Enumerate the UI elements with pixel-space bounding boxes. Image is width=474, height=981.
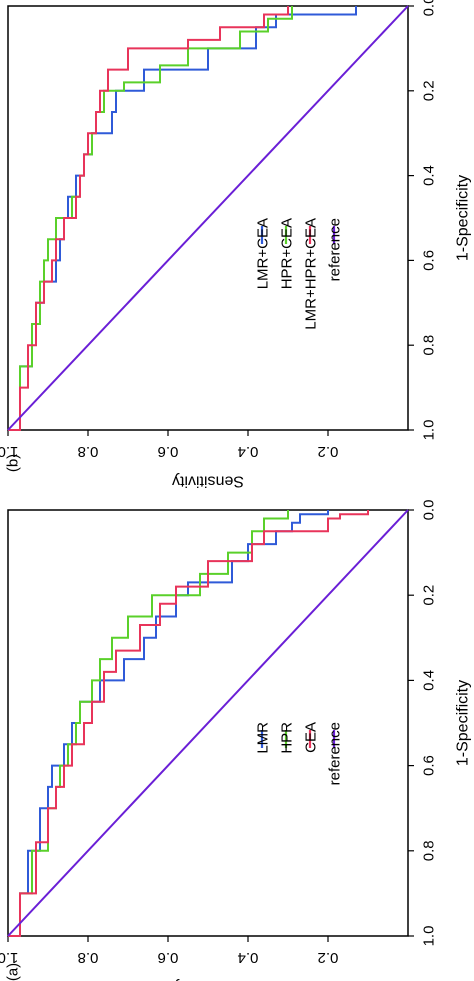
legend-label: CEA [302,722,319,753]
chart-panel-a: 0.0 0.2 0.4 0.6 0.8 1.0 0.2 0.4 0.6 0.8 1.0 1-Speci… [0,500,472,981]
legend-label: LMR+CEA [254,218,271,289]
legend-label: reference [326,722,343,785]
y-tick-label: 0.2 [318,443,339,460]
y-axis-title: Sensitivity [172,472,244,489]
panel-label: (a) [4,963,21,981]
y-tick-label: 0.4 [238,949,259,966]
series-line-reference [7,509,409,937]
y-tick-label: 1.0 [0,949,18,966]
y-tick-label: 0.8 [78,949,99,966]
x-tick-label: 1.0 [420,926,437,947]
x-tick-label: 0.6 [420,250,437,271]
plot-frame [7,509,409,937]
panel-label: (b) [4,454,21,472]
x-tick-label: 0.0 [420,500,437,521]
x-tick-label: 0.2 [420,80,437,101]
series-line-reference [7,5,409,431]
legend-label: HPR+CEA [278,218,295,289]
y-tick-label: 1.0 [0,443,18,460]
y-tick-label: 0.6 [158,443,179,460]
legend-label: HPR [278,722,295,754]
x-axis-title: 1-Specificity [455,680,472,766]
legend-label: reference [326,218,343,281]
x-tick-label: 0.0 [420,0,437,16]
legend-label: LMR+HPR+CEA [302,218,319,330]
y-tick-label: 0.2 [318,949,339,966]
x-tick-label: 0.6 [420,755,437,776]
legend-label: LMR [254,722,271,754]
x-tick-label: 0.4 [420,165,437,186]
x-tick-label: 0.2 [420,585,437,606]
series-line-cea [8,510,369,937]
x-tick-label: 1.0 [420,420,437,441]
plot-frame [7,5,409,431]
x-tick-label: 0.8 [420,840,437,861]
y-tick-label: 0.6 [158,949,179,966]
series-line-lmr [8,510,329,937]
series-line-lmr-hpr-cea [8,6,289,431]
x-tick-label: 0.4 [420,670,437,691]
x-tick-label: 0.8 [420,335,437,356]
y-axis-title: Sensitivity [172,978,244,981]
chart-panel-b: 0.0 0.2 0.4 0.6 0.8 1.0 0.2 0.4 0.6 0.8 1.0 1-Speci… [0,0,472,489]
y-tick-label: 0.4 [238,443,259,460]
x-axis-title: 1-Specificity [455,175,472,261]
series-line-hpr [8,510,289,937]
y-tick-label: 0.8 [78,443,99,460]
